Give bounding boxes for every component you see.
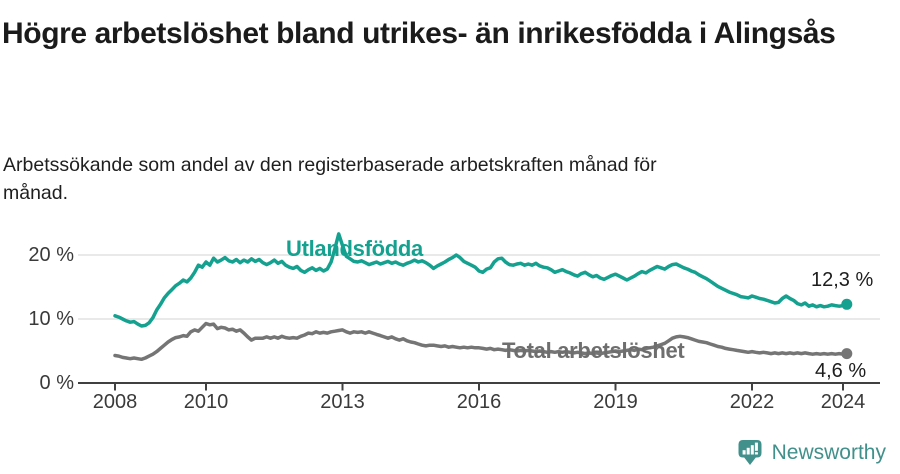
newsworthy-logo-text: Newsworthy [771,441,886,464]
x-axis-label: 2016 [456,391,502,413]
x-axis-label: 2010 [183,391,229,413]
x-axis-label: 2013 [320,391,365,413]
series-label-total-arbetsloshet: Total arbetslöshet [502,338,685,363]
x-axis-label: 2008 [92,391,138,413]
end-value-total-arbetsloshet: 4,6 % [815,360,867,382]
newsworthy-logo-icon [738,440,762,465]
series-end-dot [841,298,853,310]
series-label-utlandsfodda: Utlandsfödda [286,236,423,261]
series-line [113,232,849,328]
chart-subtitle: Arbetssökande som andel av den registerb… [3,153,657,204]
logo-bar-medium [746,447,750,455]
logo-exclamation-stem [754,442,758,451]
logo-bar-small [742,450,746,455]
series-end-dot [841,348,853,360]
x-axis-label: 2024 [820,391,866,413]
newsworthy-branding: Newsworthy [736,438,886,468]
end-value-utlandsfodda: 12,3 % [811,269,874,291]
x-axis-label: 2019 [593,391,638,413]
logo-bar-large [750,445,754,455]
page-title: Högre arbetslöshet bland utrikes- än inr… [2,17,836,51]
logo-exclamation-dot [754,452,758,455]
y-axis-label: 0 % [39,372,74,394]
series-line [113,321,849,362]
y-axis-label: 20 % [28,244,74,266]
y-axis-label: 10 % [28,308,74,330]
x-axis-label: 2022 [729,391,775,413]
